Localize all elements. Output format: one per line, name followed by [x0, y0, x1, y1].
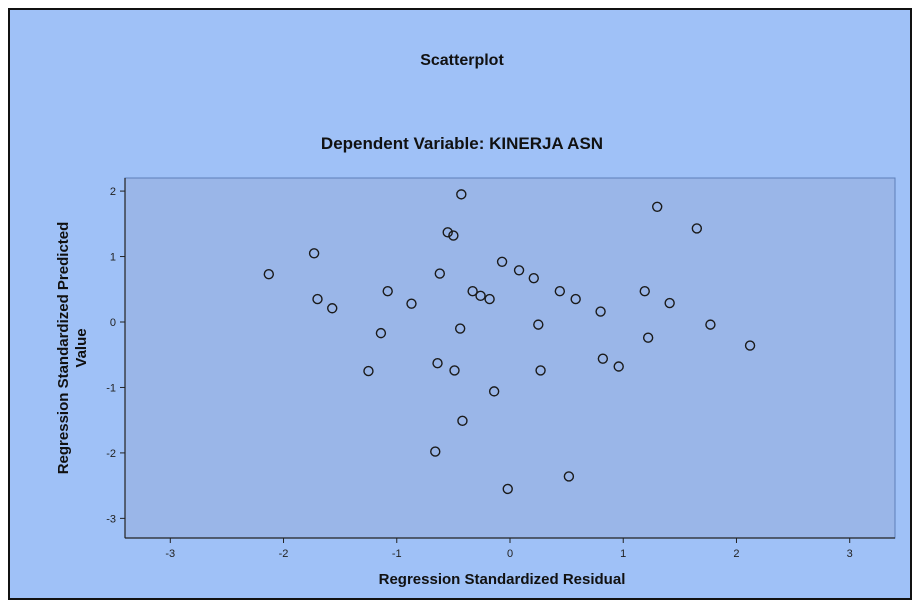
x-tick-label: -1	[392, 548, 402, 560]
scatter-points	[263, 189, 756, 495]
y-tick-label: -2	[106, 448, 116, 460]
scatter-point	[434, 268, 445, 279]
scatter-point	[744, 340, 756, 351]
scatter-point	[454, 323, 466, 334]
y-tick-label: 1	[110, 252, 116, 264]
scatter-point	[475, 290, 486, 302]
x-tick-label: 3	[847, 548, 853, 560]
scatter-point	[448, 230, 459, 241]
y-tick-label: 0	[110, 317, 116, 329]
x-tick-label: -3	[165, 548, 175, 560]
chart-subtitle: Dependent Variable: KINERJA ASN	[320, 134, 604, 153]
scatter-point	[563, 471, 575, 482]
scatter-point	[513, 265, 525, 276]
scatter-point	[312, 293, 323, 305]
scatter-point	[375, 327, 387, 339]
scatter-point	[554, 286, 566, 297]
scatter-point	[430, 446, 441, 457]
scatter-point	[467, 286, 478, 297]
scatter-point	[639, 286, 650, 297]
scatter-point	[664, 297, 675, 309]
x-tick-label: 0	[507, 548, 513, 560]
scatter-point	[642, 332, 654, 343]
x-tick-label: -2	[279, 548, 289, 560]
scatter-point	[502, 483, 513, 495]
x-axis-title: Regression Standardized Residual	[379, 571, 626, 588]
scatter-point	[613, 361, 624, 372]
scatter-point	[691, 223, 703, 234]
y-axis-ticks: 2 1 0 -1 -2 -3	[106, 186, 125, 525]
x-axis-ticks: -3 -2 -1 0 1 2 3	[165, 538, 853, 560]
scatter-point	[652, 201, 663, 213]
y-tick-label: -3	[106, 513, 116, 525]
scatter-point	[488, 386, 500, 397]
x-tick-label: 2	[733, 548, 739, 560]
scatter-point	[382, 286, 393, 297]
scatter-point	[457, 415, 468, 427]
scatter-point	[496, 256, 508, 267]
scatter-point	[327, 303, 338, 314]
plot-area	[124, 177, 896, 539]
scatter-point	[570, 293, 581, 305]
scatter-point	[442, 227, 453, 238]
y-tick-label: 2	[110, 186, 116, 198]
scatter-point	[263, 269, 275, 280]
x-tick-label: 1	[620, 548, 626, 560]
y-tick-label: -1	[106, 382, 116, 394]
chart-title: Scatterplot	[420, 52, 504, 69]
scatter-point	[597, 353, 609, 364]
scatter-point	[308, 248, 320, 259]
scatter-point	[432, 358, 443, 369]
y-axis-title-line-1: Regression Standardized Predicted	[55, 222, 72, 475]
scatter-point	[484, 293, 495, 305]
scatter-point	[528, 272, 539, 284]
y-axis-title-line-2: Value	[73, 328, 90, 367]
scatter-point	[705, 319, 716, 330]
scatter-point	[363, 365, 374, 377]
scatter-point	[595, 306, 606, 317]
scatter-point	[456, 189, 467, 200]
scatter-point	[533, 319, 544, 330]
scatter-point	[406, 298, 417, 309]
scatter-point	[535, 365, 546, 376]
scatter-point	[449, 365, 460, 376]
